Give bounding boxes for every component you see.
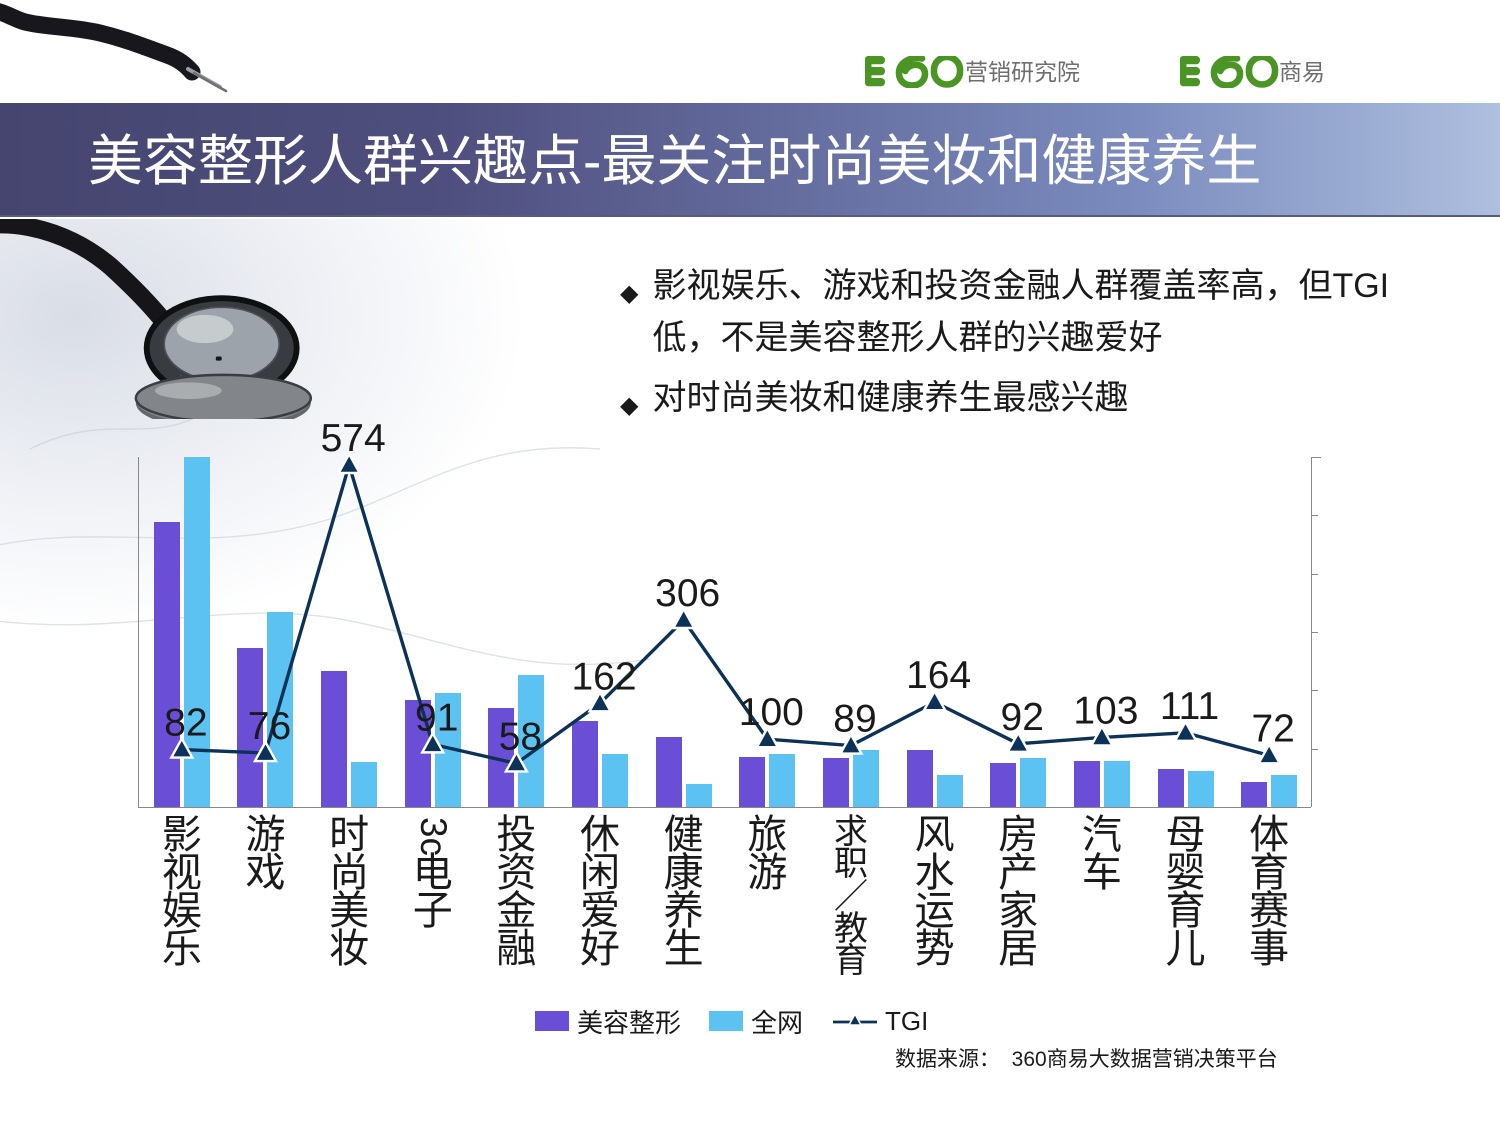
svg-text:89: 89 xyxy=(833,698,876,741)
svg-text:306: 306 xyxy=(655,572,720,615)
svg-text:111: 111 xyxy=(1160,685,1219,728)
svg-text:72: 72 xyxy=(1251,707,1294,750)
svg-text:76: 76 xyxy=(248,705,291,748)
svg-text:162: 162 xyxy=(571,655,636,698)
svg-text:100: 100 xyxy=(739,691,804,734)
svg-text:164: 164 xyxy=(906,654,971,697)
svg-text:91: 91 xyxy=(415,696,458,739)
svg-text:92: 92 xyxy=(1001,696,1044,739)
svg-text:574: 574 xyxy=(321,417,386,460)
svg-text:82: 82 xyxy=(164,702,207,745)
svg-text:58: 58 xyxy=(499,715,542,758)
svg-text:商易: 商易 xyxy=(1279,59,1325,85)
svg-text:营销研究院: 营销研究院 xyxy=(965,59,1080,85)
svg-text:103: 103 xyxy=(1073,689,1138,732)
